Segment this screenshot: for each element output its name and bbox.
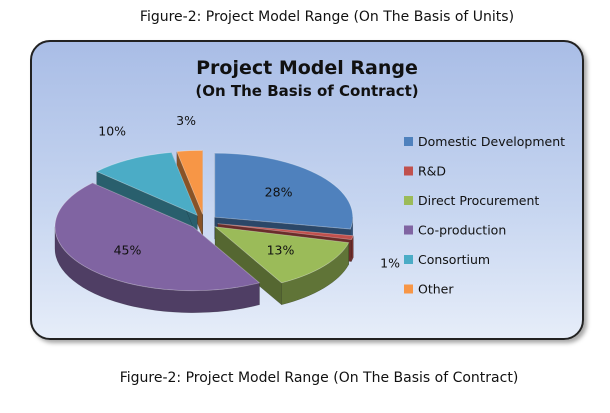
data-label: 1% [380,256,400,271]
pie-slice-outer-wall [281,241,349,306]
pie-tops-layer [54,149,354,292]
legend-swatch [404,255,413,264]
data-label: 28% [265,185,293,200]
chart-subtitle: (On The Basis of Contract) [195,82,419,100]
figure-caption-top: Figure-2: Project Model Range (On The Ba… [139,9,515,25]
legend-item-label: R&D [418,164,446,179]
legend-item-label: Co-production [418,223,506,238]
legend-swatch [404,284,413,294]
data-label: 3% [176,113,196,128]
pie-slice-co-production [54,182,261,292]
legend-item-label: Other [418,282,454,297]
pie-slice-r-d [217,223,354,241]
chart-frame: Project Model Range (On The Basis of Con… [30,40,584,340]
figure-caption-bottom: Figure-2: Project Model Range (On The Ba… [119,370,519,386]
data-label: 45% [114,242,142,257]
pie-chart: 28%1%13%45%10%3%Domestic DevelopmentR&DD… [54,113,565,313]
legend-item-label: Domestic Development [418,134,565,149]
data-label: 10% [98,123,126,138]
pie-slice-other [176,149,204,215]
legend: Domestic Development R&D Direct Procuremen… [404,134,565,297]
pie-slice-outer-wall [54,226,260,313]
data-label: 13% [267,242,295,257]
pie-slice-consortium [95,151,199,217]
legend-swatch [404,137,413,146]
legend-item-label: Direct Procurement [418,193,539,208]
pie-slice-wall [214,226,282,306]
data-labels: 28% 1% 13% 45% 10% 3% [98,113,400,271]
pie-slice-direct-procurement [213,226,350,284]
pie-slice-domestic-development [214,152,354,230]
legend-swatch [404,225,413,235]
legend-swatch [404,196,413,205]
chart-title: Project Model Range [196,57,418,79]
legend-swatch [404,166,413,176]
legend-item-label: Consortium [418,252,490,267]
